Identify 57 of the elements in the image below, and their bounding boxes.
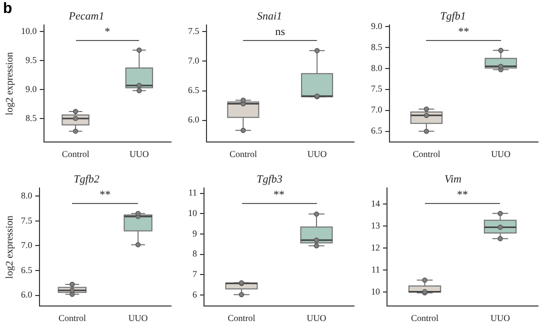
annotation: ** bbox=[272, 189, 286, 202]
y-tick-label: 10 bbox=[371, 286, 380, 296]
y-tick-label: 6.0 bbox=[21, 290, 33, 300]
x-tick-label: Control bbox=[228, 312, 256, 323]
y-tick-label: 7.5 bbox=[371, 84, 383, 94]
y-tick-label: 10.0 bbox=[21, 26, 38, 36]
annotation: ** bbox=[456, 189, 469, 202]
x-tick-label: Control bbox=[410, 312, 439, 323]
y-axis-title: log2 expression bbox=[4, 216, 16, 279]
y-tick-label: 11 bbox=[188, 188, 197, 198]
y-tick-label: 6.5 bbox=[371, 126, 383, 136]
y-tick-label: 6 bbox=[192, 289, 198, 300]
y-tick-label: 12 bbox=[371, 242, 380, 252]
y-tick-label: 7.5 bbox=[188, 26, 200, 36]
y-tick-label: 8.0 bbox=[371, 62, 383, 73]
y-tick-label: 6.0 bbox=[188, 114, 200, 125]
x-tick-label: UUO bbox=[306, 312, 327, 323]
y-tick-label: 13 bbox=[371, 220, 380, 231]
annotation: * bbox=[104, 26, 112, 38]
y-tick-label: 6.5 bbox=[21, 264, 33, 275]
x-tick-label: Control bbox=[412, 148, 441, 159]
y-tick-label: 7.0 bbox=[371, 104, 383, 115]
annotation: ** bbox=[98, 189, 112, 202]
y-tick-label: 8.5 bbox=[26, 112, 38, 123]
x-tick-label: UUO bbox=[491, 148, 512, 159]
text: b bbox=[3, 0, 12, 17]
y-tick-label: 11 bbox=[371, 264, 380, 274]
y-tick-label: 6.5 bbox=[188, 85, 200, 96]
y-axis-title: log2 expression bbox=[4, 52, 16, 116]
y-tick-label: 8.5 bbox=[371, 42, 383, 52]
chart-title: Tgfb1 bbox=[440, 10, 466, 22]
y-tick-label: 7.5 bbox=[21, 215, 33, 226]
y-tick-label: 9 bbox=[192, 228, 198, 238]
y-tick-label: 7 bbox=[192, 269, 198, 280]
x-tick-label: UUO bbox=[129, 148, 150, 159]
y-tick-label: 7.0 bbox=[188, 56, 200, 66]
chart-title: Pecam1 bbox=[68, 10, 104, 22]
x-tick-label: UUO bbox=[128, 312, 148, 323]
x-tick-label: Control bbox=[229, 148, 258, 159]
x-tick-label: UUO bbox=[490, 312, 510, 323]
y-tick-label: 7.0 bbox=[21, 240, 33, 250]
chart-title: Tgfb2 bbox=[74, 173, 100, 186]
x-tick-label: Control bbox=[62, 148, 90, 159]
chart-title: Vim bbox=[444, 173, 462, 186]
chart-title: Snai1 bbox=[256, 10, 282, 22]
annotation: ** bbox=[457, 26, 470, 38]
y-tick-label: 14 bbox=[371, 198, 380, 209]
y-tick-label: 8 bbox=[192, 248, 198, 259]
y-tick-label: 10 bbox=[188, 208, 198, 218]
annotation: ns bbox=[274, 26, 286, 38]
y-tick-label: 8.0 bbox=[21, 190, 33, 200]
y-tick-label: 9.0 bbox=[371, 20, 383, 31]
x-tick-label: UUO bbox=[307, 148, 328, 159]
x-tick-label: Control bbox=[58, 312, 86, 323]
chart-title: Tgfb3 bbox=[256, 173, 283, 186]
y-tick-label: 9.5 bbox=[26, 54, 38, 65]
y-tick-label: 9.0 bbox=[26, 84, 38, 94]
